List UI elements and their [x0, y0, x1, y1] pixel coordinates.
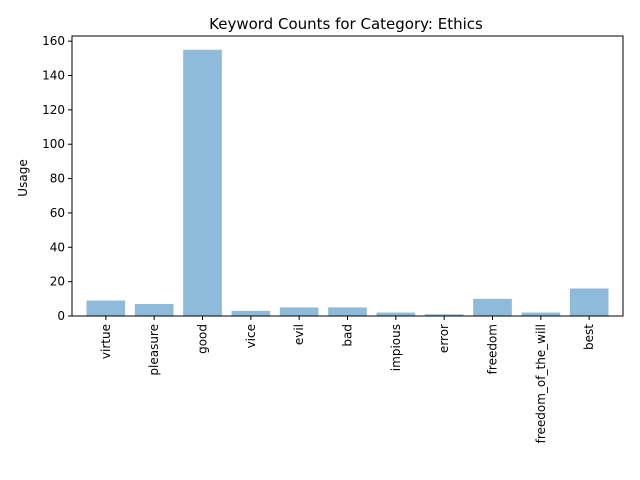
x-tick-label: error	[437, 324, 451, 353]
bar	[376, 312, 416, 316]
y-tick-label: 100	[42, 137, 65, 151]
bar	[86, 300, 126, 316]
y-tick-label: 140	[42, 69, 65, 83]
y-tick-label: 40	[50, 240, 65, 254]
bar	[328, 307, 367, 316]
y-tick-label: 120	[42, 103, 65, 117]
y-tick-label: 80	[50, 172, 65, 186]
x-tick-label: virtue	[99, 324, 113, 359]
y-tick-label: 0	[57, 309, 65, 323]
plot-area: virtue pleasure good vice evil bad impious erro…	[42, 34, 624, 443]
x-tick-label: bad	[341, 324, 355, 347]
plot-frame	[71, 35, 624, 317]
y-tick-label: 160	[42, 34, 65, 48]
bar	[569, 288, 609, 316]
bar	[231, 310, 271, 316]
x-tick-label: evil	[292, 324, 306, 345]
x-tick-label: vice	[244, 324, 258, 348]
x-tick-label: freedom_of_the_will	[534, 324, 548, 443]
x-tick-label: best	[582, 324, 596, 350]
chart-title: Keyword Counts for Category: Ethics	[209, 15, 483, 33]
x-tick-label: pleasure	[147, 324, 161, 376]
bar	[183, 49, 222, 316]
bar	[134, 303, 174, 316]
bar	[521, 312, 561, 316]
x-tick-label: freedom	[486, 324, 500, 374]
y-tick-label: 60	[50, 206, 65, 220]
y-axis-label: Usage	[16, 159, 30, 196]
bar	[279, 307, 319, 316]
y-tick-label: 20	[50, 275, 65, 289]
x-tick-label: impious	[389, 324, 403, 371]
x-tick-label: good	[196, 324, 210, 354]
bar	[473, 298, 512, 316]
bar	[424, 314, 464, 316]
